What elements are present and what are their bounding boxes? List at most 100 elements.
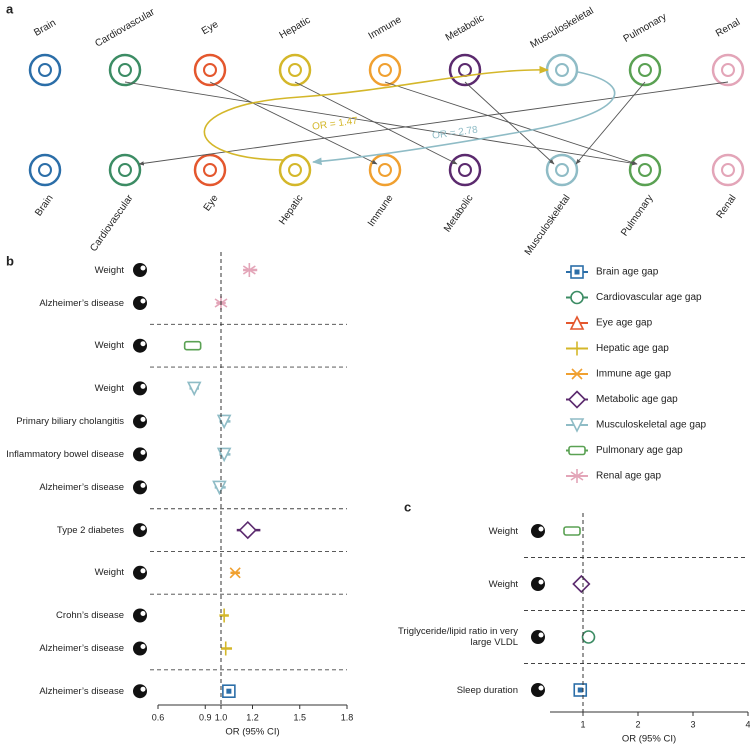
marker — [568, 445, 586, 456]
organ-icon — [278, 53, 312, 87]
organ-icon-core — [721, 163, 735, 177]
row-icon — [531, 683, 545, 697]
row-icon-detail — [140, 568, 146, 574]
row-label-box: Weight — [489, 579, 518, 590]
marker — [229, 567, 241, 579]
row-label-box: Inflammatory bowel disease — [6, 448, 124, 460]
marker-core — [577, 687, 583, 693]
legend-entry: Brain age gap — [566, 265, 659, 279]
row-label: Alzheimer’s disease — [39, 481, 124, 493]
organ-icon-core — [118, 63, 132, 77]
loop-arrow — [312, 71, 616, 166]
x-tick-label: 1.5 — [293, 712, 306, 722]
organ-label: Metabolic — [444, 13, 487, 44]
x-tick-label: 1 — [580, 719, 585, 729]
row-label: Triglyceride/lipid ratio in very large V… — [397, 626, 518, 648]
organ-icon-outline — [108, 153, 142, 187]
row-icon-detail — [140, 416, 146, 422]
row-icon-detail — [140, 341, 146, 347]
legend-label: Eye age gap — [596, 318, 653, 329]
row-label-box: Triglyceride/lipid ratio in very large V… — [397, 626, 518, 648]
marker — [571, 368, 583, 380]
panel-label: b — [6, 253, 14, 268]
legend-label: Metabolic age gap — [596, 394, 678, 405]
organ-icon-core — [38, 163, 52, 177]
loop-label: OR = 2.78 — [432, 124, 479, 141]
organ-icon — [448, 153, 482, 187]
row-label: Alzheimer’s disease — [39, 685, 124, 697]
row-label-box: Alzheimer’s disease — [39, 481, 124, 493]
organ-icon-core — [378, 163, 392, 177]
row-label-box: Weight — [95, 383, 124, 394]
loop-label: OR = 1.47 — [312, 115, 359, 132]
arrow — [575, 81, 646, 165]
x-axis-label: OR (95% CI) — [225, 727, 279, 738]
row-icon — [133, 523, 147, 538]
row-icon — [531, 524, 545, 538]
organ-label: Musculoskeletal — [529, 6, 596, 51]
legend-label: Renal age gap — [596, 471, 661, 482]
organ-icon — [628, 153, 662, 187]
arrow — [384, 81, 638, 165]
row-icon — [133, 296, 147, 310]
organ-icon-outline — [448, 53, 482, 87]
row-label: Weight — [488, 525, 518, 537]
x-tick-label: 0.6 — [152, 712, 165, 722]
organ-label: Immune — [366, 193, 396, 229]
x-tick-label: 2 — [635, 719, 640, 729]
legend-label: Musculoskeletal age gap — [596, 420, 707, 431]
x-tick-label: 0.9 — [199, 712, 212, 722]
row-icon-detail — [140, 449, 146, 455]
row-icon-detail — [538, 632, 544, 638]
row-label: Crohn’s disease — [56, 610, 124, 621]
row-label: Weight — [94, 567, 124, 579]
row-icon — [133, 608, 147, 623]
row-icon-detail — [140, 644, 146, 649]
marker — [212, 480, 227, 496]
x-tick-label: 1.0 — [215, 712, 228, 722]
row-icon-detail — [140, 482, 146, 488]
organ-icon-core — [288, 163, 302, 177]
row-label-box: Alzheimer’s disease — [39, 685, 124, 697]
row-label-box: Weight — [488, 525, 518, 537]
row-label: Sleep duration — [456, 684, 518, 696]
organ-icon — [628, 53, 662, 87]
organ-label: Immune — [367, 14, 404, 42]
organ-icon-outline — [278, 153, 312, 187]
organ-label: Renal — [714, 17, 742, 40]
organ-icon-outline — [108, 53, 142, 87]
row-label-box: Alzheimer’s disease — [39, 643, 124, 654]
row-icon — [133, 263, 147, 277]
marker — [570, 469, 584, 483]
row-icon — [531, 577, 545, 591]
row-icon — [531, 630, 545, 644]
marker — [572, 574, 591, 594]
marker — [563, 526, 581, 536]
row-icon-detail — [140, 611, 146, 616]
marker — [242, 263, 256, 277]
organ-label: Cardiovascular — [88, 192, 136, 253]
row-label: Weight — [94, 264, 124, 276]
marker — [567, 390, 587, 409]
row-label: Inflammatory bowel disease — [6, 448, 124, 460]
organ-icon-outline — [368, 53, 402, 87]
marker — [186, 381, 202, 397]
organ-icon-outline — [193, 53, 227, 87]
marker-core — [574, 269, 580, 275]
marker — [569, 418, 585, 433]
row-label-box: Crohn’s disease — [56, 610, 124, 621]
arrow — [464, 81, 555, 165]
arrow — [124, 81, 638, 166]
row-icon — [133, 338, 147, 353]
organ-label: Musculoskeletal — [523, 193, 573, 258]
organ-icon-core — [38, 63, 52, 77]
row-label: Type 2 diabetes — [56, 524, 124, 536]
organ-icon-outline — [545, 153, 579, 187]
arrow — [138, 81, 729, 166]
organ-icon — [278, 153, 312, 187]
organ-icon — [448, 53, 482, 87]
organ-icon-core — [555, 63, 569, 77]
organ-label: Hepatic — [277, 193, 305, 227]
organ-icon — [368, 53, 402, 87]
